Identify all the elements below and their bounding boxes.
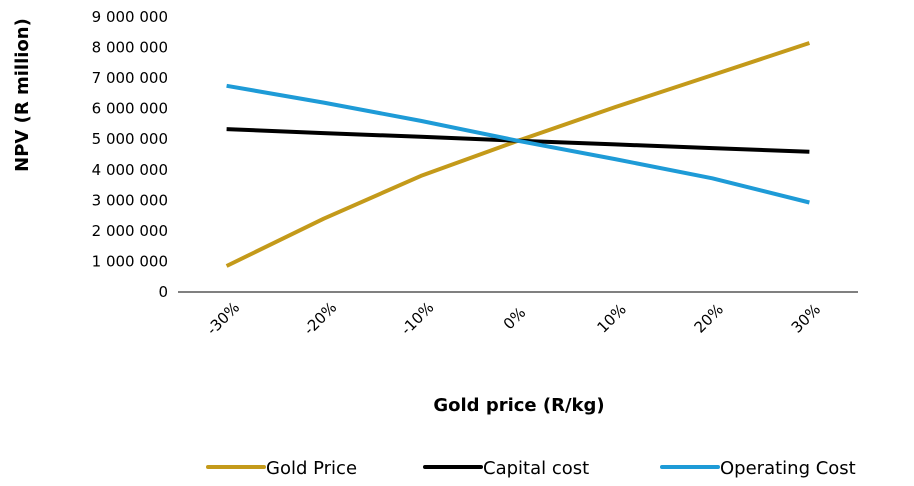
x-tick-label: 30%	[788, 300, 824, 336]
series-line-operating-cost	[226, 83, 810, 205]
y-tick-label: 1 000 000	[92, 252, 168, 270]
x-tick-label: -10%	[397, 298, 437, 338]
y-tick-label: 7 000 000	[92, 69, 168, 87]
legend-label: Gold Price	[266, 458, 357, 479]
y-tick-label: 9 000 000	[92, 8, 168, 26]
y-tick-label: 5 000 000	[92, 130, 168, 148]
x-axis-title: Gold price (R/kg)	[433, 395, 604, 416]
y-tick-label: 6 000 000	[92, 100, 168, 118]
x-tick-label: 20%	[691, 300, 727, 336]
x-tick-label: 0%	[500, 304, 530, 334]
x-tick-label: -20%	[300, 298, 340, 338]
y-axis-ticks: 0 1 000 000 2 000 000 3 000 000 4 000 000 5 0…	[92, 8, 168, 301]
y-tick-label: 2 000 000	[92, 222, 168, 240]
y-tick-label: 3 000 000	[92, 191, 168, 209]
series-line-gold-price	[225, 41, 811, 268]
y-tick-label: 0	[158, 283, 168, 301]
x-tick-label: 10%	[593, 300, 629, 336]
x-axis-ticks: -30% -20% -10% 0% 10% 20% 30%	[203, 298, 824, 338]
legend-label: Capital cost	[483, 458, 589, 479]
legend: Gold Price Capital cost Operating Cost	[206, 458, 856, 479]
legend-label: Operating Cost	[720, 458, 856, 479]
series-lines	[225, 41, 811, 268]
y-tick-label: 4 000 000	[92, 161, 168, 179]
y-tick-label: 8 000 000	[92, 39, 168, 57]
x-tick-label: -30%	[203, 298, 243, 338]
y-axis-title: NPV (R million)	[12, 18, 33, 172]
